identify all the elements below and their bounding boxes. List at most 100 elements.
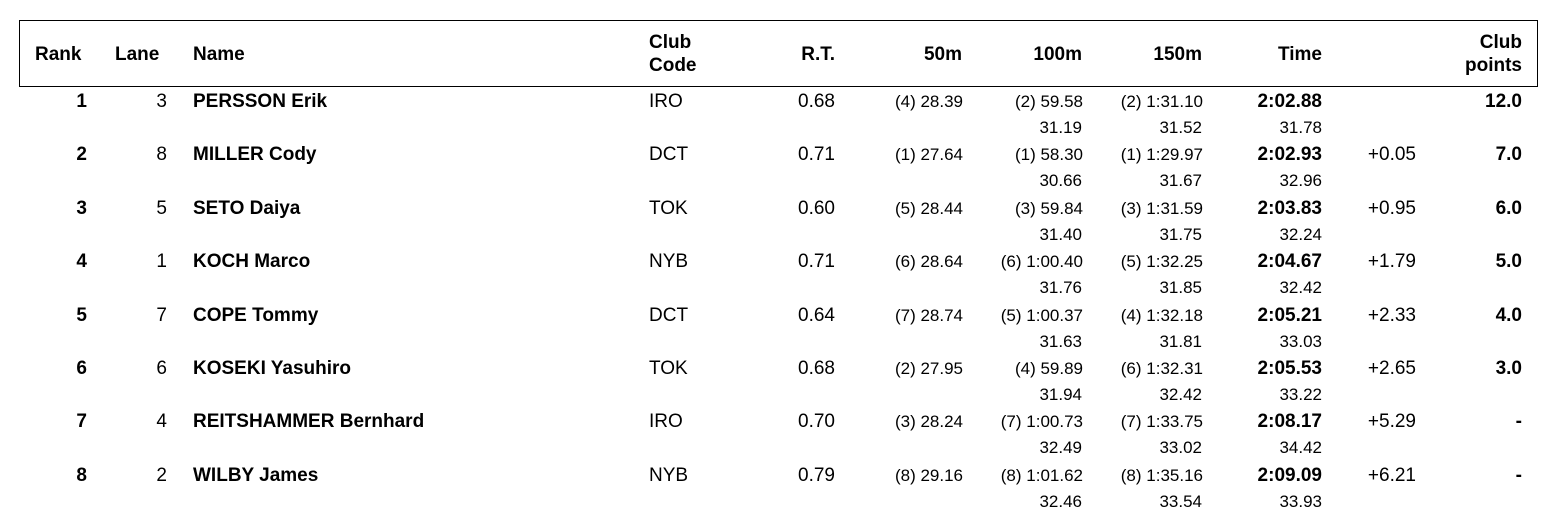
lap-100m: 31.40 (1039, 224, 1082, 244)
time-behind: +1.79 (1367, 251, 1416, 273)
lap-100m: 32.46 (1039, 491, 1082, 511)
lap-100m: 31.94 (1039, 385, 1082, 404)
split-50m: (4) 28.39 (894, 92, 963, 111)
reaction-time: 0.68 (798, 358, 835, 379)
club-code-cell: IRO (649, 411, 683, 433)
header-club-points-line2: points (1465, 55, 1522, 76)
club-points-cell: 5.0 (1495, 251, 1522, 273)
header-club-code-line1: Club (649, 32, 692, 53)
lane-cell: 1 (156, 251, 167, 273)
lap-final: 31.78 (1279, 118, 1322, 137)
split-150m: (4) 1:32.18 (1120, 305, 1203, 325)
club-code-cell: IRO (649, 91, 683, 112)
swimmer-name: PERSSON Erik (193, 91, 328, 112)
split-50m: (8) 29.16 (894, 465, 963, 485)
header-club-code-line2: Code (649, 55, 697, 76)
split-100m: (5) 1:00.37 (1000, 305, 1083, 325)
split-50m: (1) 27.64 (894, 145, 963, 165)
lap-150m: 33.54 (1159, 491, 1202, 511)
split-50m: (5) 28.44 (894, 198, 963, 218)
rank-cell: 4 (76, 251, 87, 273)
rank-cell: 8 (76, 464, 87, 486)
rank-cell: 6 (76, 358, 87, 379)
rank-cell: 7 (76, 411, 87, 433)
final-time: 2:09.09 (1257, 464, 1322, 486)
header-lane: Lane (115, 44, 160, 65)
swimmer-name: SETO Daiya (193, 197, 301, 219)
swimmer-name: MILLER Cody (193, 144, 317, 166)
lane-cell: 5 (156, 197, 167, 219)
split-150m: (6) 1:32.31 (1120, 359, 1203, 378)
lap-100m: 31.19 (1039, 118, 1082, 137)
header-rt: R.T. (801, 44, 835, 65)
time-behind: +2.65 (1367, 358, 1416, 379)
lap-150m: 31.52 (1159, 118, 1202, 137)
club-code-cell: TOK (649, 197, 688, 219)
lap-100m: 31.76 (1039, 278, 1082, 298)
split-100m: (4) 59.89 (1014, 359, 1083, 378)
header-rank: Rank (35, 44, 82, 65)
split-50m: (2) 27.95 (894, 359, 963, 378)
reaction-time: 0.71 (798, 251, 835, 273)
reaction-time: 0.79 (798, 464, 835, 486)
lane-cell: 7 (156, 304, 167, 326)
swimmer-name: WILBY James (193, 464, 319, 486)
header-150m: 150m (1153, 44, 1202, 65)
time-behind: +0.95 (1367, 197, 1416, 219)
lane-cell: 4 (156, 411, 167, 433)
lap-150m: 32.42 (1159, 385, 1202, 404)
swimmer-name: KOSEKI Yasuhiro (193, 358, 352, 379)
lap-final: 32.24 (1279, 224, 1322, 244)
lap-final: 33.03 (1279, 331, 1322, 351)
time-behind: +0.05 (1367, 144, 1416, 166)
time-behind: +5.29 (1367, 411, 1416, 433)
final-time: 2:02.93 (1257, 144, 1322, 166)
time-behind: +2.33 (1367, 304, 1416, 326)
lap-150m: 31.85 (1159, 278, 1202, 298)
split-150m: (1) 1:29.97 (1120, 145, 1203, 165)
split-150m: (8) 1:35.16 (1120, 465, 1203, 485)
reaction-time: 0.68 (798, 91, 835, 112)
header-club-points-line1: Club (1479, 32, 1522, 53)
header-100m: 100m (1033, 44, 1082, 65)
reaction-time: 0.60 (798, 197, 835, 219)
final-time: 2:03.83 (1257, 197, 1322, 219)
rank-cell: 3 (76, 197, 87, 219)
final-time: 2:05.53 (1257, 358, 1322, 379)
club-points-cell: - (1515, 464, 1522, 486)
lap-100m: 32.49 (1039, 438, 1082, 458)
club-points-cell: 3.0 (1495, 358, 1522, 379)
split-150m: (5) 1:32.25 (1120, 252, 1203, 272)
lap-final: 33.93 (1279, 491, 1322, 511)
header-club-points: Club points (1420, 31, 1522, 77)
lap-final: 33.22 (1279, 385, 1322, 404)
split-100m: (7) 1:00.73 (1000, 412, 1083, 432)
header-club-code: Club Code (649, 31, 697, 77)
header-box (19, 20, 1538, 87)
split-100m: (2) 59.58 (1014, 92, 1083, 111)
reaction-time: 0.64 (798, 304, 835, 326)
swimmer-name: REITSHAMMER Bernhard (193, 411, 425, 433)
split-100m: (1) 58.30 (1014, 145, 1083, 165)
lap-100m: 31.63 (1039, 331, 1082, 351)
club-code-cell: DCT (649, 144, 689, 166)
split-100m: (3) 59.84 (1014, 198, 1083, 218)
lane-cell: 2 (156, 464, 167, 486)
lane-cell: 3 (156, 91, 167, 112)
lane-cell: 6 (156, 358, 167, 379)
club-code-cell: NYB (649, 251, 689, 273)
final-time: 2:08.17 (1257, 411, 1322, 433)
club-points-cell: 7.0 (1495, 144, 1522, 166)
final-time: 2:02.88 (1257, 91, 1322, 112)
club-points-cell: - (1515, 411, 1522, 433)
lap-100m: 30.66 (1039, 171, 1082, 191)
rank-cell: 1 (76, 91, 87, 112)
split-50m: (7) 28.74 (894, 305, 963, 325)
split-50m: (6) 28.64 (894, 252, 963, 272)
club-points-cell: 6.0 (1495, 197, 1522, 219)
club-code-cell: DCT (649, 304, 689, 326)
rank-cell: 5 (76, 304, 87, 326)
split-50m: (3) 28.24 (894, 412, 963, 432)
lap-150m: 33.02 (1159, 438, 1202, 458)
